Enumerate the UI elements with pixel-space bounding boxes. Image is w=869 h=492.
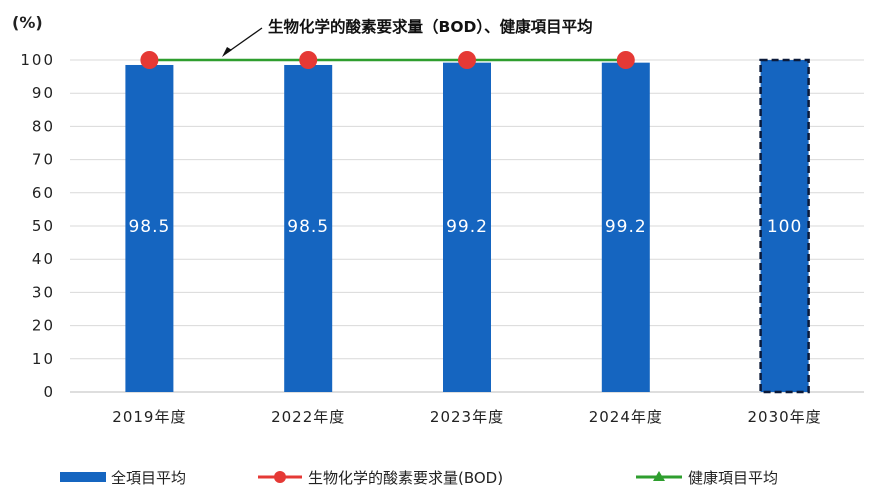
y-axis-unit-label: (%) (12, 13, 43, 32)
bar (284, 64, 333, 392)
legend: 全項目平均 生物化学的酸素要求量(BOD) 健康項目平均 (60, 469, 778, 487)
legend-label-bar: 全項目平均 (111, 469, 186, 487)
annotation-arrowhead (222, 47, 232, 57)
x-axis: 2019年度 2022年度 2023年度 2024年度 2030年度 (112, 408, 822, 426)
y-tick-label: 60 (32, 184, 55, 202)
legend-swatch-bod-marker (274, 471, 286, 483)
bod-marker (616, 51, 635, 69)
data-label: 98.5 (128, 217, 170, 237)
y-tick-label: 10 (32, 350, 55, 368)
x-tick-label: 2019年度 (112, 408, 186, 426)
line-layer (140, 51, 635, 69)
x-tick-label: 2023年度 (430, 408, 504, 426)
annotation-arrow-line (227, 27, 263, 53)
bod-marker (458, 51, 476, 69)
y-axis: 0 10 20 30 40 50 60 70 80 90 100 (20, 51, 55, 401)
legend-label-health: 健康項目平均 (688, 469, 778, 487)
legend-label-bod: 生物化学的酸素要求量(BOD) (308, 469, 503, 487)
data-label: 99.2 (605, 217, 647, 237)
y-tick-label: 100 (20, 51, 55, 69)
y-tick-label: 40 (32, 250, 55, 268)
data-label: 100 (767, 217, 802, 237)
y-tick-label: 70 (32, 151, 55, 169)
x-tick-label: 2030年度 (748, 408, 822, 426)
annotation: 生物化学的酸素要求量（BOD）、健康項目平均 (222, 17, 593, 57)
bod-marker (140, 51, 159, 69)
data-label: 98.5 (287, 217, 329, 237)
y-tick-label: 50 (32, 217, 55, 235)
bar-target (759, 58, 810, 394)
data-label-layer: 98.5 98.5 99.2 99.2 100 (128, 217, 802, 237)
y-tick-label: 0 (43, 383, 55, 401)
annotation-text: 生物化学的酸素要求量（BOD）、健康項目平均 (268, 17, 593, 36)
bod-marker (299, 51, 318, 69)
legend-swatch-bar (60, 472, 106, 482)
y-tick-label: 20 (32, 317, 55, 335)
bar (125, 64, 174, 392)
y-tick-label: 90 (32, 84, 55, 102)
y-tick-label: 80 (32, 117, 55, 135)
bar (443, 62, 491, 392)
bar-layer (125, 58, 810, 394)
bar (601, 62, 650, 392)
data-label: 99.2 (446, 217, 488, 237)
y-tick-label: 30 (32, 283, 55, 301)
x-tick-label: 2022年度 (271, 408, 345, 426)
x-tick-label: 2024年度 (589, 408, 663, 426)
legend-swatch-health-marker (653, 471, 665, 481)
